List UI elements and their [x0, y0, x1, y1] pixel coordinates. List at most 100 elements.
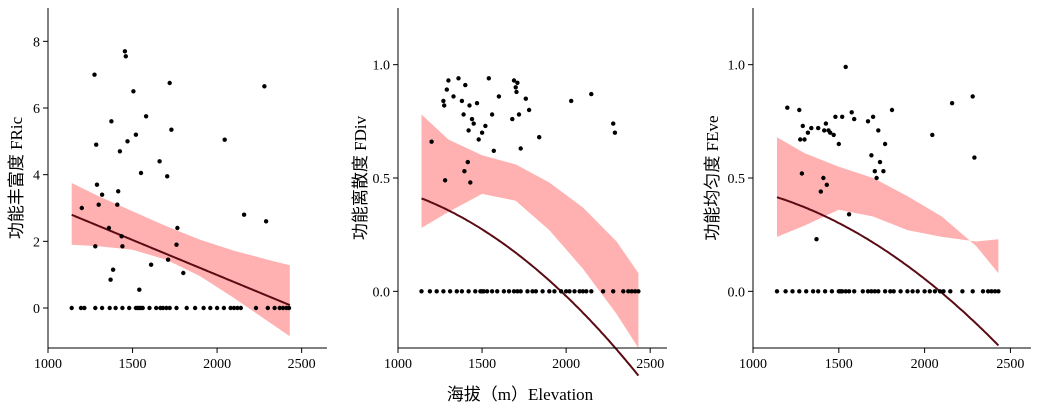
panel-feve: 1000 1500 2000 2500 0.0 0.5 1.0 功能均匀度 FEve [703, 8, 1031, 372]
data-point [970, 289, 975, 294]
data-point [563, 289, 569, 294]
data-point [515, 289, 520, 294]
data-point [138, 170, 144, 176]
data-point [558, 289, 564, 294]
data-point [829, 289, 835, 294]
data-point [910, 289, 915, 294]
data-point [530, 289, 535, 294]
data-point [238, 305, 243, 311]
data-point [484, 289, 490, 294]
data-point [547, 289, 552, 294]
data-point [165, 257, 171, 262]
data-point [569, 98, 574, 104]
data-point [94, 182, 100, 187]
data-point [481, 289, 486, 294]
data-point [262, 84, 267, 89]
x-tick-label: 1000 [739, 357, 767, 372]
data-point [491, 148, 496, 153]
data-point [96, 202, 101, 207]
data-point [797, 107, 802, 113]
data-point [600, 289, 606, 294]
data-point [589, 91, 594, 97]
data-point [442, 103, 447, 108]
data-point [584, 289, 589, 294]
data-point [626, 289, 631, 294]
data-point [214, 305, 220, 311]
data-point [466, 128, 471, 133]
data-point [463, 82, 468, 88]
x-tick-label: 2000 [552, 357, 580, 372]
data-point [814, 237, 819, 242]
data-point [821, 175, 826, 181]
data-point [222, 137, 227, 142]
data-point [429, 139, 434, 144]
data-point [127, 305, 132, 311]
data-point [456, 76, 461, 81]
data-point [167, 305, 172, 311]
data-point [119, 234, 124, 239]
data-point [932, 289, 938, 294]
data-point [253, 305, 259, 311]
confidence-band [777, 137, 999, 274]
data-point [513, 85, 518, 90]
data-point [123, 54, 128, 59]
data-point [876, 289, 881, 294]
data-point [809, 125, 814, 131]
x-tick-label: 1500 [825, 357, 853, 372]
data-point [489, 289, 495, 294]
data-point [479, 130, 485, 135]
data-point [877, 159, 883, 165]
data-point [611, 121, 616, 126]
data-point [471, 121, 476, 126]
data-point [800, 123, 805, 129]
data-point [992, 289, 998, 294]
data-point [133, 132, 139, 137]
data-point [831, 132, 836, 138]
data-point [818, 189, 823, 194]
data-point [849, 110, 854, 115]
data-point [852, 289, 857, 294]
y-tick-label: 1.0 [728, 59, 746, 74]
x-tick-label: 1500 [119, 357, 147, 372]
data-point [816, 125, 821, 131]
data-point [78, 305, 84, 311]
x-tick-label: 2500 [996, 357, 1024, 372]
data-point [495, 289, 500, 294]
data-point [799, 171, 805, 176]
data-point [611, 289, 616, 294]
data-point [876, 128, 881, 133]
data-point [985, 289, 991, 294]
data-point [79, 205, 85, 211]
data-point [208, 305, 213, 311]
data-point [870, 114, 876, 120]
data-point [272, 305, 277, 311]
y-axis-title: 功能离散度 FDiv [351, 115, 370, 240]
data-point [891, 289, 896, 294]
y-tick-label: 6 [33, 102, 40, 117]
data-point [69, 305, 74, 311]
data-point [174, 305, 179, 311]
data-point [822, 289, 828, 294]
data-point [143, 114, 149, 119]
y-axis-title: 功能丰富度 FRic [7, 116, 26, 239]
x-tick-label: 2000 [911, 357, 939, 372]
data-point [972, 155, 977, 160]
data-point [108, 277, 113, 282]
data-point [140, 305, 145, 311]
data-point [469, 116, 475, 122]
data-point [960, 289, 965, 294]
data-point [567, 289, 572, 294]
data-point [442, 178, 448, 183]
data-point [99, 305, 105, 311]
y-tick-label: 1.0 [373, 59, 391, 74]
data-point [797, 289, 802, 294]
data-point [930, 132, 935, 138]
data-point [201, 305, 206, 311]
data-point [157, 159, 162, 164]
data-point [461, 112, 466, 117]
data-point [465, 159, 470, 165]
x-tick-label: 1000 [34, 357, 62, 372]
data-point [629, 289, 634, 294]
data-point [476, 137, 481, 142]
data-point [263, 219, 269, 224]
